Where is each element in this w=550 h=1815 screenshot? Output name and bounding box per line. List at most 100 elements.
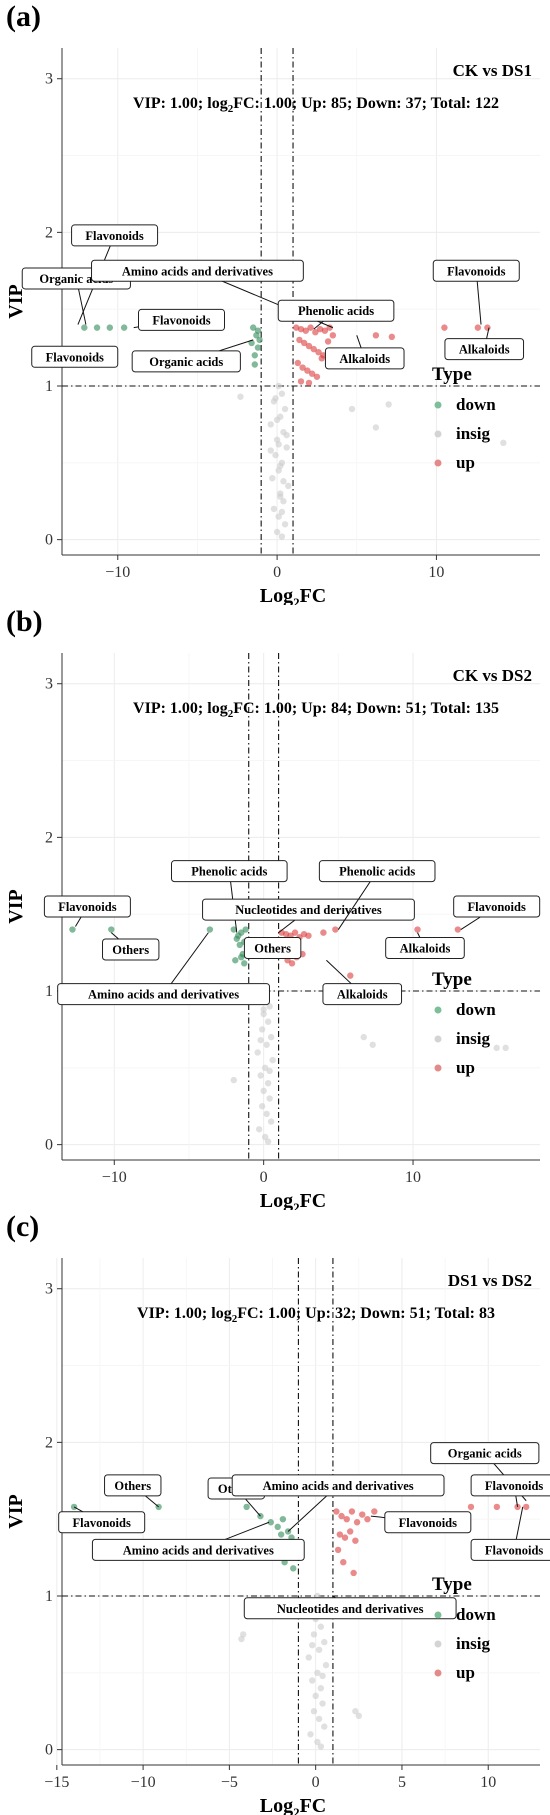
points [81,324,507,540]
point-insig [264,1018,272,1025]
point-up [318,355,325,362]
x-tick-label: 0 [260,1169,268,1186]
point-insig [273,416,281,423]
point-insig [310,1708,318,1715]
annotation-label: Amino acids and derivatives [123,1543,274,1557]
y-axis-title: VIP [5,889,27,923]
y-tick-label: 0 [45,1137,53,1154]
annotation-box [58,1511,146,1534]
point-insig [275,382,282,390]
annotation-label: Flavonoids [399,1516,457,1530]
point-down [277,1531,285,1538]
x-tick-label: 10 [480,1774,496,1791]
point-up [474,324,482,331]
legend-label-up: up [456,453,475,472]
point-insig [261,1064,269,1072]
point-up [302,327,309,334]
legend-title: Type [432,1574,472,1595]
annotation-label: Flavonoids [85,229,143,243]
point-up [313,373,321,380]
x-tick-label: −10 [102,1169,127,1186]
annotation-label: Alkaloids [337,988,388,1002]
point-down [70,1503,78,1511]
point-insig [237,393,244,400]
annotation-box [102,938,160,961]
point-insig [270,505,278,513]
summary-text: VIP: 1.00; log2FC: 1.00; Up: 84; Down: 5… [133,700,499,720]
point-up [321,327,329,334]
comparison-title: DS1 vs DS2 [448,1271,532,1290]
point-insig [307,1731,314,1738]
point-up [341,1534,349,1541]
comparison-title: CK vs DS2 [453,666,532,685]
point-down [290,1565,297,1572]
point-insig [257,1036,264,1044]
annotation-box [322,983,403,1006]
point-up [288,960,296,967]
point-down [267,1519,275,1526]
x-tick-label: 5 [398,1774,406,1791]
point-insig [264,1138,272,1145]
point-insig [258,1026,266,1033]
point-down [279,1515,287,1523]
annotation-box [430,1442,540,1465]
point-insig [283,444,290,451]
point-insig [360,1033,367,1041]
point-up [364,1515,371,1523]
annotation-box [470,1538,550,1561]
annotation-label: Amino acids and derivatives [122,264,273,278]
point-insig [267,1033,275,1041]
point-insig [280,478,287,485]
point-down [106,324,114,331]
point-up [320,929,327,936]
point-up [305,932,312,939]
annotation-label: Phenolic acids [191,865,267,879]
point-up [305,379,313,387]
annotation-box [444,338,525,361]
legend-title: Type [432,969,472,990]
point-insig [263,1110,270,1118]
summary-text: VIP: 1.00; log2FC: 1.00; Up: 32; Down: 5… [137,1305,495,1325]
point-insig [321,1723,328,1730]
point-down [238,929,245,936]
point-up [371,1508,378,1515]
point-up [454,926,462,933]
annotation-box [453,895,541,918]
point-insig [315,1715,323,1723]
point-up [484,324,491,331]
point-insig [263,1041,270,1048]
point-down [242,926,249,933]
annotation-label: Flavonoids [447,264,505,278]
legend-marker-insig [434,1035,442,1043]
annotation-label: Nucleotides and derivatives [277,1602,424,1616]
legend-marker-insig [434,430,442,438]
legend-label-down: down [456,1605,496,1624]
point-insig [260,1010,267,1018]
annotation-label: Flavonoids [485,1479,543,1493]
legend-marker-up [434,1669,442,1677]
annotation-label: Flavonoids [58,900,116,914]
x-tick-label: −10 [105,564,130,581]
point-insig [319,1672,326,1680]
annotation-label: Flavonoids [468,900,526,914]
y-tick-label: 1 [45,983,53,1000]
annotation-box [202,898,415,921]
legend: Type down insig up [432,1574,496,1682]
point-insig [257,1072,264,1079]
point-insig [269,1056,276,1064]
point-insig [322,1661,330,1669]
point-insig [321,1638,328,1646]
annotation-label: Others [112,943,149,957]
point-insig [372,424,380,431]
point-up [522,1503,530,1511]
x-tick-label: 10 [428,564,444,581]
panel-label-c: (c) [6,1210,40,1243]
point-up [297,378,305,385]
volcano-plot-b: −10 0 10 0 1 2 3 VIP Log2FC CK vs DS2 VIP: 1.00; l… [5,653,541,1210]
legend-marker-up [434,459,442,467]
annotation-label: Others [114,1479,151,1493]
annotation-label: Flavonoids [46,350,104,364]
point-insig [309,1677,316,1684]
point-down [236,941,243,949]
point-up [324,338,332,345]
